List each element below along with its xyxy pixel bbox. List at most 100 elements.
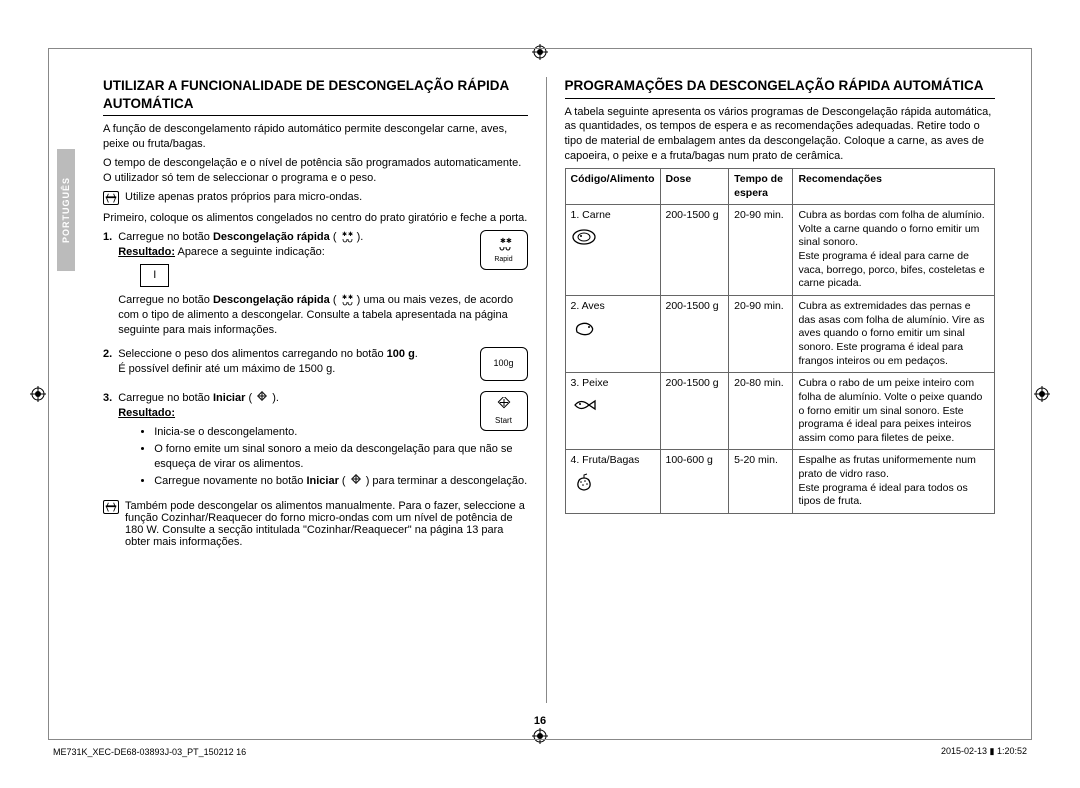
s2c: .	[415, 348, 418, 360]
th-dose: Dose	[660, 168, 729, 204]
s1c: (	[330, 231, 340, 243]
s1a: Carregue no botão	[118, 231, 213, 243]
bullet1: Inicia-se o descongelamento.	[154, 425, 527, 440]
content-area: UTILIZAR A FUNCIONALIDADE DE DESCONGELAÇ…	[97, 77, 995, 703]
reg-mark-right	[1034, 386, 1050, 402]
table-row: 2. Aves 200-1500 g20-90 min.Cubra as extr…	[565, 296, 995, 373]
food-cell: 1. Carne	[565, 205, 660, 296]
left-heading: UTILIZAR A FUNCIONALIDADE DE DESCONGELAÇ…	[103, 77, 528, 116]
rapid-button-icon: ✱✱ Rapid	[480, 230, 528, 270]
step-num-1: 1.	[103, 230, 112, 337]
berry-icon	[571, 472, 655, 497]
meat-icon	[571, 227, 655, 252]
diamond-start-icon	[495, 397, 513, 418]
note2-text: Também pode descongelar os alimentos man…	[125, 500, 528, 548]
footer-right: 2015-02-13 ▮ 1:20:52	[941, 746, 1027, 757]
s1p2b: Descongelação rápida	[213, 294, 330, 306]
rapid-label: Rapid	[494, 256, 512, 264]
s3d: ).	[269, 392, 279, 404]
s3-result: Resultado:	[118, 407, 175, 419]
steps-list: 1. ✱✱ Rapid Carregue no botão Descongela…	[103, 230, 528, 490]
food-cell: 4. Fruta/Bagas	[565, 450, 660, 514]
note-icon	[103, 191, 119, 205]
right-column: PROGRAMAÇÕES DA DESCONGELAÇÃO RÁPIDA AUT…	[547, 77, 996, 703]
left-p2: O tempo de descongelação e o nível de po…	[103, 156, 528, 186]
s1d: ).	[354, 231, 364, 243]
weight-label: 100g	[493, 359, 513, 369]
note1-text: Utilize apenas pratos próprios para micr…	[125, 191, 362, 205]
th-rec: Recomendações	[793, 168, 995, 204]
bullet2: O forno emite um sinal sonoro a meio da …	[154, 442, 527, 472]
note-row-1: Utilize apenas pratos próprios para micr…	[103, 191, 528, 205]
time-cell: 5-20 min.	[729, 450, 793, 514]
svg-text:✱: ✱	[348, 231, 353, 238]
s3b: Iniciar	[213, 392, 245, 404]
right-p1: A tabela seguinte apresenta os vários pr…	[565, 105, 996, 164]
s2a: Seleccione o peso dos alimentos carregan…	[118, 348, 386, 360]
s1p2a: Carregue no botão	[118, 294, 213, 306]
table-row: 4. Fruta/Bagas 100-600 g5-20 min.Espalhe …	[565, 450, 995, 514]
table-row: 1. Carne 200-1500 g20-90 min.Cubra as bor…	[565, 205, 995, 296]
s1-result-label: Resultado:	[118, 246, 175, 258]
time-cell: 20-90 min.	[729, 205, 793, 296]
page-number: 16	[49, 715, 1031, 727]
s1-result-text: Aparece a seguinte indicação:	[175, 246, 325, 258]
note-row-2: Também pode descongelar os alimentos man…	[103, 500, 528, 548]
note-icon-2	[103, 500, 119, 514]
food-code: 4. Fruta/Bagas	[571, 454, 640, 466]
diamond-inline-icon	[255, 391, 269, 405]
right-heading: PROGRAMAÇÕES DA DESCONGELAÇÃO RÁPIDA AUT…	[565, 77, 996, 99]
th-time: Tempo de espera	[729, 168, 793, 204]
left-p1: A função de descongelamento rápido autom…	[103, 122, 528, 152]
rapid-inline-icon: ✱✱	[340, 230, 354, 244]
svg-text:✱: ✱	[342, 231, 347, 238]
s2p2: É possível definir até um máximo de 1500…	[118, 363, 335, 375]
start-button-icon: Start	[480, 391, 528, 431]
table-header-row: Código/Alimento Dose Tempo de espera Rec…	[565, 168, 995, 204]
food-cell: 3. Peixe	[565, 373, 660, 450]
dose-cell: 200-1500 g	[660, 373, 729, 450]
food-code: 1. Carne	[571, 209, 611, 221]
poultry-icon	[571, 318, 655, 343]
reg-mark-left	[30, 386, 46, 402]
result-bullets: Inicia-se o descongelamento. O forno emi…	[118, 425, 527, 488]
rec-cell: Cubra o rabo de um peixe inteiro com fol…	[793, 373, 995, 450]
diamond-inline-icon-2	[349, 474, 363, 488]
svg-text:✱: ✱	[506, 237, 512, 245]
food-code: 3. Peixe	[571, 377, 609, 389]
svg-text:✱: ✱	[348, 294, 353, 301]
footer-left: ME731K_XEC-DE68-03893J-03_PT_150212 16	[53, 747, 246, 757]
step-2: 2. 100g Seleccione o peso dos alimentos …	[103, 347, 528, 381]
step-num-2: 2.	[103, 347, 112, 381]
defrost-table: Código/Alimento Dose Tempo de espera Rec…	[565, 168, 996, 514]
left-column: UTILIZAR A FUNCIONALIDADE DE DESCONGELAÇ…	[97, 77, 546, 703]
s3a: Carregue no botão	[118, 392, 213, 404]
dose-cell: 100-600 g	[660, 450, 729, 514]
fish-icon	[571, 395, 655, 420]
rec-cell: Espalhe as frutas uniformemente num prat…	[793, 450, 995, 514]
start-label: Start	[495, 417, 512, 426]
display-box: I	[140, 264, 169, 287]
page-border: PORTUGUÊS UTILIZAR A FUNCIONALIDADE DE D…	[48, 48, 1032, 740]
svg-text:✱: ✱	[342, 294, 347, 301]
table-row: 3. Peixe 200-1500 g20-80 min.Cubra o rabo…	[565, 373, 995, 450]
dose-cell: 200-1500 g	[660, 205, 729, 296]
dose-cell: 200-1500 g	[660, 296, 729, 373]
s2b: 100 g	[387, 348, 415, 360]
left-p3: Primeiro, coloque os alimentos congelado…	[103, 211, 528, 226]
step-1: 1. ✱✱ Rapid Carregue no botão Descongela…	[103, 230, 528, 337]
s1p2c: (	[330, 294, 340, 306]
s1b: Descongelação rápida	[213, 231, 330, 243]
rec-cell: Cubra as extremidades das pernas e das a…	[793, 296, 995, 373]
language-tab: PORTUGUÊS	[57, 149, 75, 271]
time-cell: 20-90 min.	[729, 296, 793, 373]
step-3: 3. Start Carregue no botão Iniciar ( ). …	[103, 391, 528, 490]
time-cell: 20-80 min.	[729, 373, 793, 450]
s3c: (	[245, 392, 255, 404]
rec-cell: Cubra as bordas com folha de alumínio. V…	[793, 205, 995, 296]
weight-button-icon: 100g	[480, 347, 528, 381]
bullet3: Carregue novamente no botão Iniciar ( ) …	[154, 474, 527, 489]
food-code: 2. Aves	[571, 300, 605, 312]
food-cell: 2. Aves	[565, 296, 660, 373]
th-food: Código/Alimento	[565, 168, 660, 204]
